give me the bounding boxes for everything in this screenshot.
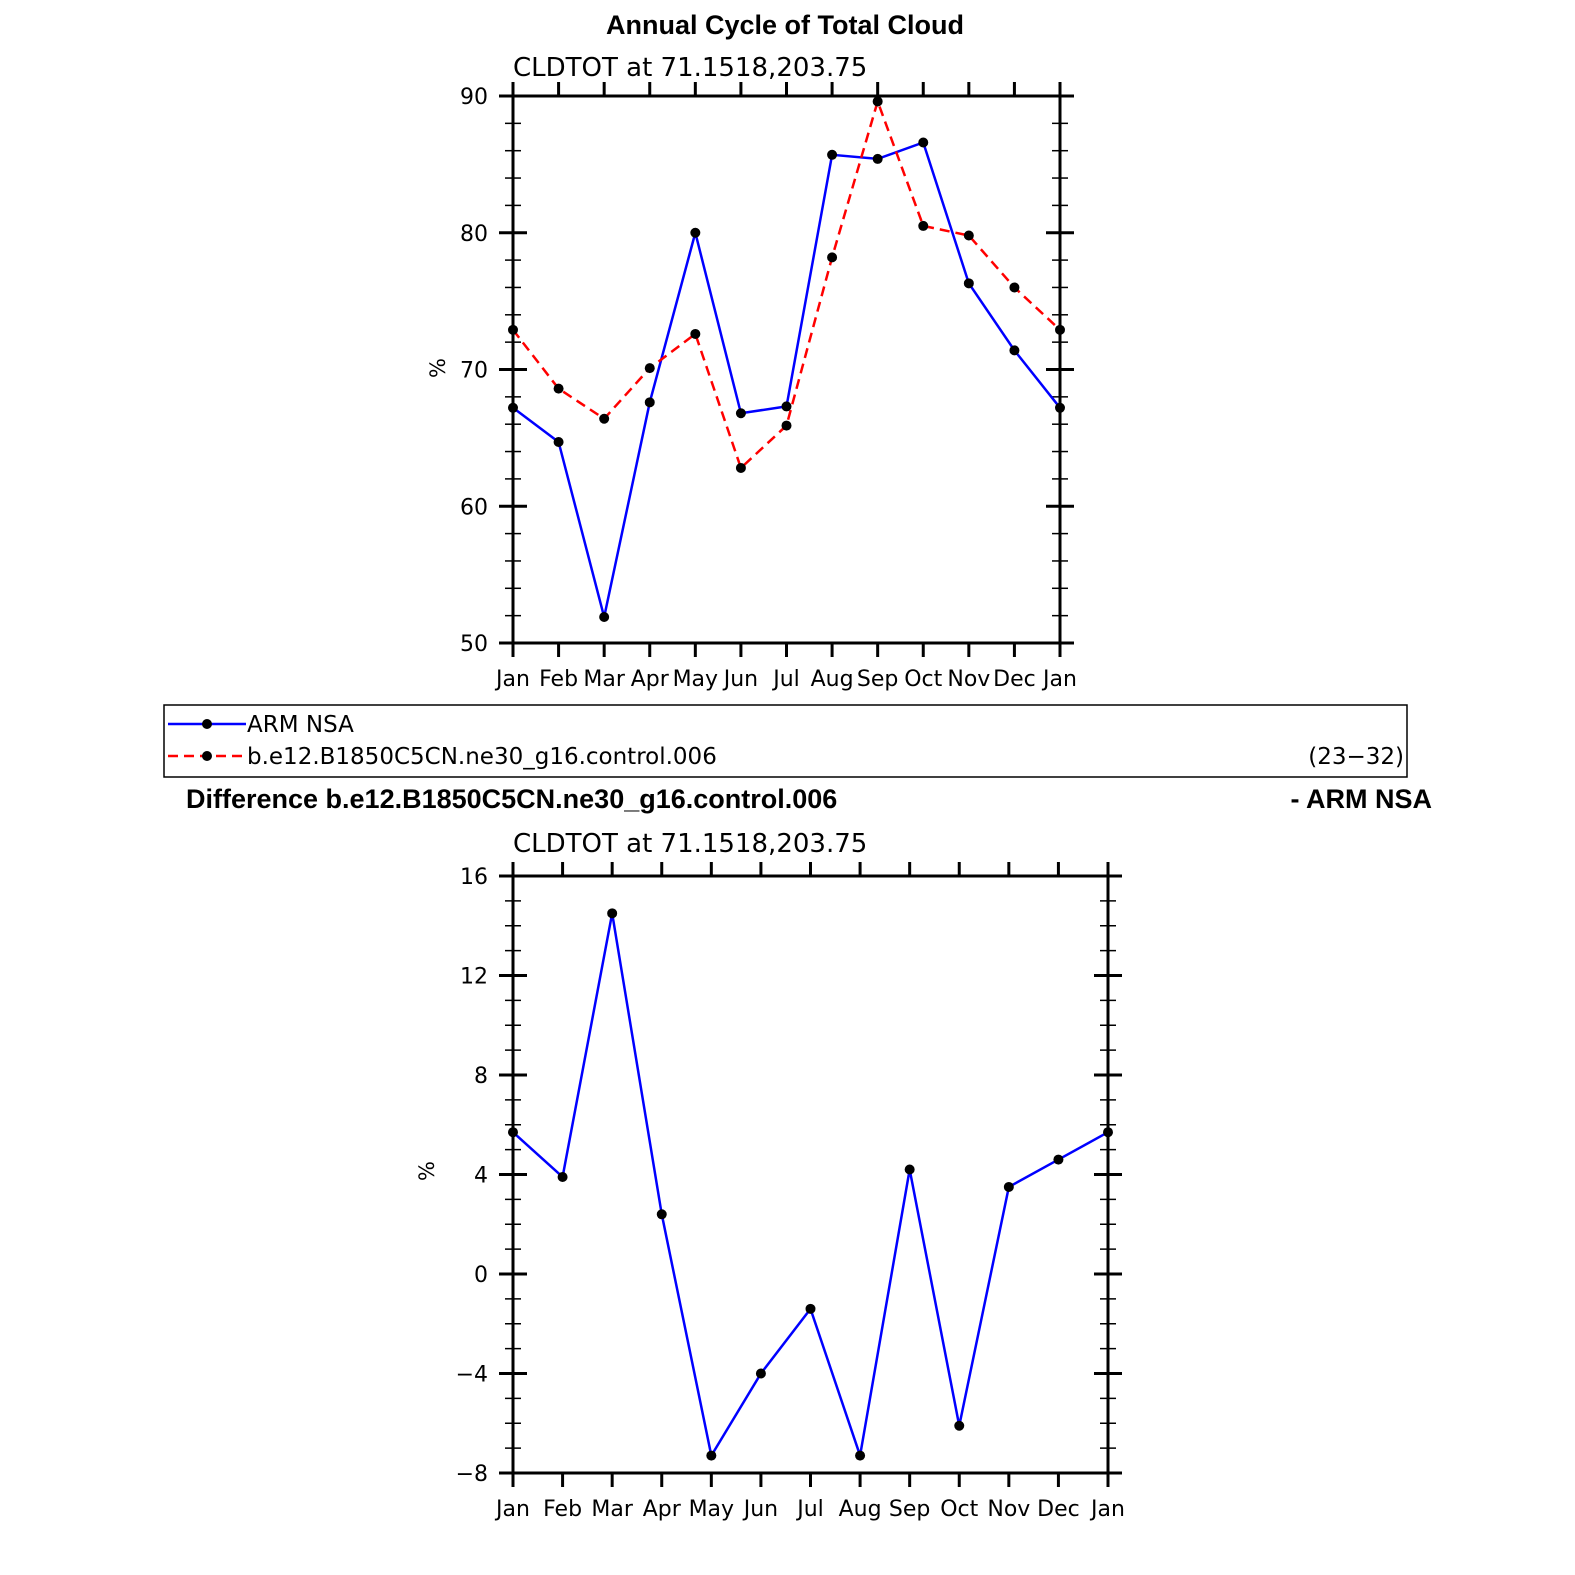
chart1-series-0-point (735, 408, 746, 419)
chart2-x-tick-label: Sep (889, 1497, 930, 1522)
chart2-x-tick-label: Aug (839, 1497, 882, 1522)
chart2-y-tick-label: 4 (474, 1164, 488, 1189)
chart2-series-0-point (855, 1450, 866, 1461)
chart1-x-tick-label: Feb (539, 667, 578, 692)
chart1-x-tick-label: Aug (811, 667, 854, 692)
chart2-series-0-point (557, 1171, 568, 1182)
chart1-y-tick-label: 80 (460, 222, 488, 247)
chart2-series-0-point (706, 1450, 717, 1461)
chart2-series-0-point (954, 1420, 965, 1431)
chart2-x-tick-label: Jan (494, 1497, 530, 1522)
chart2-series-0-point (1053, 1154, 1064, 1165)
chart1-x-tick-label: Sep (857, 667, 898, 692)
chart1-y-axis-label: % (426, 358, 450, 378)
chart1-series-0-point (599, 612, 610, 623)
chart2-y-axis-label: % (415, 1161, 439, 1181)
chart1-series-1-point (553, 383, 564, 394)
chart1-series-1-point (1055, 324, 1065, 335)
legend-arm-label: ARM NSA (247, 712, 354, 738)
chart1-series-0-point (508, 402, 518, 413)
chart2-series-0-point (607, 908, 618, 919)
chart2-x-tick-label: Nov (987, 1497, 1030, 1522)
chart1-series-0-point (963, 278, 974, 289)
chart1-y-tick-label: 60 (460, 495, 488, 520)
chart1-y-tick-label: 70 (460, 359, 488, 384)
chart1-x-tick-label: Jan (1041, 667, 1077, 692)
chart2-x-tick-label: Jun (742, 1497, 778, 1522)
chart1-series-0-point (644, 397, 655, 408)
chart1-frame (511, 94, 1062, 645)
chart1-series-0-point (827, 149, 838, 160)
chart2-series-0-point (656, 1209, 667, 1220)
legend-arm-marker (202, 719, 212, 729)
chart1-plot: Jan Feb Mar Apr May Jun Jul Aug Sep Oct Nov Dec Jan5… (460, 82, 1077, 692)
chart2-series-0-point (508, 1127, 518, 1138)
legend-model-marker (202, 751, 212, 761)
chart1-series-0-line (512, 140, 1061, 618)
chart2-series-0-point (805, 1303, 816, 1314)
chart1-series-1-point (872, 96, 883, 107)
chart1-series-1-point (963, 230, 974, 241)
chart1-x-tick-label: Nov (947, 667, 990, 692)
chart2-y-tick-label: 16 (460, 865, 488, 890)
chart1-series-0-point (918, 137, 929, 148)
chart1-series-1-point (827, 252, 838, 263)
chart2-subtitle: CLDTOT at 71.1518,203.75 (513, 829, 867, 859)
chart1-series-0-point (690, 227, 701, 238)
chart1-x-tick-label: Dec (993, 667, 1036, 692)
chart1-x-tick-label: Mar (583, 667, 625, 692)
chart2-series-0-line (512, 913, 1109, 1459)
chart1-series-0-point (553, 436, 564, 447)
chart1-series-1-point (690, 328, 701, 339)
chart1-series-1-point (735, 462, 746, 473)
chart2-series-0-point (1003, 1181, 1014, 1192)
legend-period: (23−32) (1308, 744, 1404, 770)
legend: ARM NSA b.e12.B1850C5CN.ne30_g16.control… (163, 704, 1408, 778)
chart2-series-0-point (755, 1368, 766, 1379)
chart2-title: Difference b.e12.B1850C5CN.ne30_g16.cont… (186, 784, 837, 814)
chart2-x-tick-label: Mar (591, 1497, 633, 1522)
chart1-x-tick-label: Oct (904, 667, 942, 692)
chart1-x-tick-label: Jul (771, 667, 800, 692)
chart1-series-0-point (1055, 402, 1065, 413)
chart1-series-1-point (918, 220, 929, 231)
chart1-series-1-point (1009, 282, 1020, 293)
chart2-x-tick-label: Jul (795, 1497, 824, 1522)
chart2-x-tick-label: Apr (643, 1497, 682, 1522)
legend-box (163, 704, 1408, 778)
chart2-y-tick-label: 12 (460, 965, 488, 990)
chart2-series-0-point (904, 1164, 915, 1175)
chart2-plot: Jan Feb Mar Apr May Jun Jul Aug Sep Oct Nov Dec Jan−… (456, 862, 1125, 1522)
chart1-subtitle: CLDTOT at 71.1518,203.75 (513, 53, 867, 83)
chart2-x-tick-label: May (689, 1497, 734, 1522)
chart2-x-tick-label: Dec (1037, 1497, 1080, 1522)
chart1-series-1-point (508, 324, 518, 335)
chart1-x-tick-label: Apr (631, 667, 670, 692)
chart1-title: Annual Cycle of Total Cloud (606, 10, 964, 40)
chart1-series-0-point (781, 401, 792, 412)
chart1-series-0-point (1009, 345, 1020, 356)
chart1-series-1-line (512, 97, 1061, 471)
chart1-x-tick-label: May (673, 667, 718, 692)
chart1-x-tick-label: Jan (494, 667, 530, 692)
chart1-series-1-point (781, 420, 792, 431)
chart1-x-tick-label: Jun (722, 667, 758, 692)
chart2-x-tick-label: Oct (940, 1497, 978, 1522)
chart1-series-1-point (644, 363, 655, 374)
legend-model-label: b.e12.B1850C5CN.ne30_g16.control.006 (247, 744, 717, 770)
chart2-title-right: - ARM NSA (1291, 784, 1433, 814)
chart1-y-tick-label: 50 (460, 632, 488, 657)
chart2-y-tick-label: 0 (474, 1263, 488, 1288)
chart2-x-tick-label: Jan (1089, 1497, 1125, 1522)
chart2-x-tick-label: Feb (543, 1497, 582, 1522)
chart2-series-0-point (1103, 1127, 1113, 1138)
chart1-y-tick-label: 90 (460, 85, 488, 110)
chart2-y-tick-label: 8 (474, 1064, 488, 1089)
chart2-y-tick-label: −4 (456, 1363, 488, 1388)
chart1-series-0-point (872, 153, 883, 164)
chart2-y-tick-label: −8 (456, 1462, 488, 1487)
chart1-series-1-point (599, 413, 610, 424)
